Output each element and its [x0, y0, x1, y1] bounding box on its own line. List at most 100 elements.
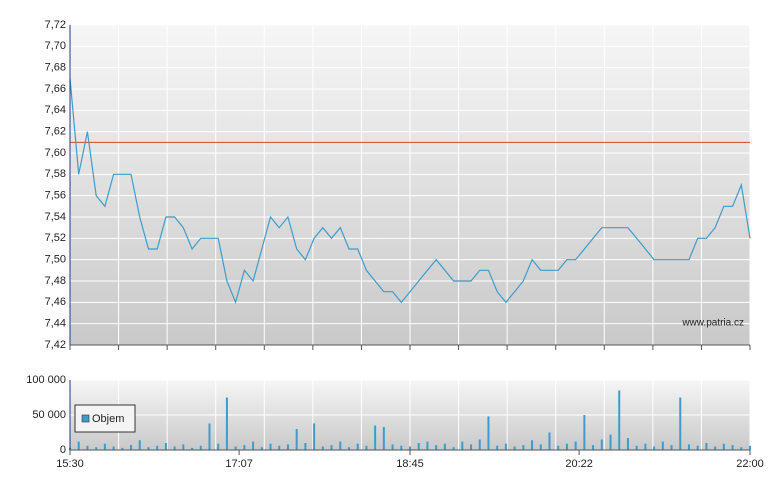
y-tick-label: 7,68: [45, 62, 66, 74]
volume-bar: [443, 443, 446, 450]
volume-bar: [382, 426, 385, 450]
y-tick-label: 7,72: [45, 19, 66, 31]
volume-bar: [269, 443, 272, 450]
volume-bar: [208, 423, 211, 450]
volume-bar: [121, 447, 124, 450]
volume-bar: [347, 447, 350, 450]
volume-bar: [252, 441, 255, 450]
volume-bar: [696, 445, 699, 450]
volume-bar: [565, 443, 568, 450]
volume-bar: [452, 447, 455, 450]
volume-bar: [548, 432, 551, 450]
volume-bar: [496, 445, 499, 450]
volume-bar: [321, 446, 324, 450]
y-tick-label: 7,60: [45, 147, 66, 159]
x-tick-label: 15:30: [56, 458, 84, 470]
y-tick-label: 7,50: [45, 254, 66, 266]
volume-bar: [653, 446, 656, 450]
volume-bar: [426, 441, 429, 450]
volume-bar: [182, 444, 185, 450]
volume-bar: [164, 443, 167, 450]
volume-bar: [609, 434, 612, 450]
y-tick-label: 7,64: [45, 104, 66, 116]
y-tick-label: 7,52: [45, 232, 66, 244]
volume-bar: [217, 443, 220, 450]
volume-bar: [583, 415, 586, 450]
x-tick-label: 22:00: [736, 458, 764, 470]
volume-bar: [199, 445, 202, 450]
volume-bar: [374, 425, 377, 450]
volume-bar: [618, 390, 621, 450]
volume-bar: [470, 444, 473, 450]
volume-bar: [461, 441, 464, 450]
volume-bar: [705, 443, 708, 450]
volume-bar: [531, 440, 534, 450]
x-tick-label: 20:22: [565, 458, 593, 470]
legend-swatch: [81, 414, 90, 423]
volume-bar: [487, 416, 490, 450]
volume-bar: [391, 444, 394, 450]
y-tick-label: 7,46: [45, 296, 66, 308]
volume-bar: [77, 441, 80, 450]
y2-tick-label: 0: [60, 444, 66, 456]
volume-bar: [626, 438, 629, 450]
y-tick-label: 7,54: [45, 211, 66, 223]
volume-bar: [679, 397, 682, 450]
volume-bar: [714, 446, 717, 450]
volume-bar: [513, 446, 516, 450]
y-tick-label: 7,62: [45, 126, 66, 138]
volume-bar: [356, 443, 359, 450]
y-tick-label: 7,42: [45, 339, 66, 351]
volume-bar: [687, 444, 690, 450]
volume-bar: [740, 447, 743, 450]
volume-bar: [722, 443, 725, 450]
y2-tick-label: 100 000: [26, 374, 66, 386]
volume-bar: [304, 443, 307, 450]
volume-bar: [670, 445, 673, 450]
y-tick-label: 7,58: [45, 168, 66, 180]
volume-bar: [173, 446, 176, 450]
volume-bar: [504, 443, 507, 450]
volume-bar: [661, 441, 664, 450]
volume-bar: [478, 439, 481, 450]
volume-bar: [365, 445, 368, 450]
volume-bar: [339, 441, 342, 450]
volume-bar: [644, 443, 647, 450]
volume-bar: [539, 444, 542, 450]
volume-bar: [295, 429, 298, 450]
x-tick-label: 18:45: [396, 458, 424, 470]
volume-bar: [749, 445, 751, 450]
volume-bar: [156, 445, 159, 450]
volume-bar: [278, 445, 281, 450]
volume-bar: [103, 443, 106, 450]
volume-bar: [234, 446, 237, 450]
legend-label: Objem: [92, 413, 124, 425]
volume-bar: [635, 445, 638, 450]
volume-bar: [409, 446, 411, 450]
volume-bar: [557, 445, 560, 450]
y2-tick-label: 50 000: [32, 409, 66, 421]
y-tick-label: 7,48: [45, 275, 66, 287]
volume-bar: [731, 445, 734, 450]
volume-bar: [112, 446, 115, 450]
volume-bar: [400, 445, 403, 450]
volume-bar: [522, 445, 525, 450]
volume-bar: [435, 445, 438, 450]
volume-bar: [147, 447, 150, 450]
volume-bar: [600, 439, 603, 450]
volume-bar: [417, 443, 420, 450]
volume-bar: [243, 445, 246, 450]
y-tick-label: 7,66: [45, 83, 66, 95]
volume-bar: [86, 445, 89, 450]
volume-bar: [313, 423, 316, 450]
price-line: [69, 78, 751, 305]
volume-bar: [130, 445, 133, 450]
x-tick-label: 17:07: [225, 458, 253, 470]
watermark: www.patria.cz: [681, 318, 744, 329]
volume-bar: [191, 447, 194, 450]
volume-bar: [574, 441, 577, 450]
volume-bar: [225, 397, 228, 450]
y-tick-label: 7,56: [45, 190, 66, 202]
y-tick-label: 7,70: [45, 40, 66, 52]
